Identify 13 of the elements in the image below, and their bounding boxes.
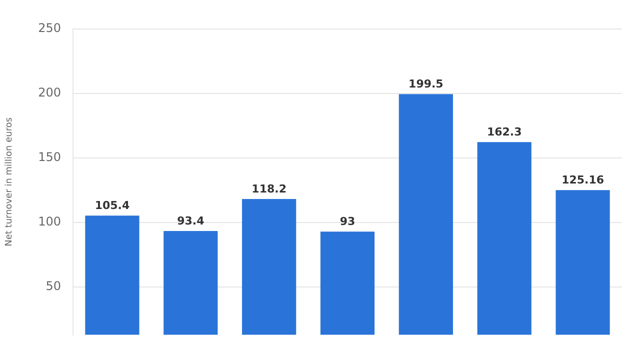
y-tick-label: 50 [46,279,61,294]
data-label: 93.4 [177,214,205,228]
data-label: 125.16 [562,173,604,186]
data-label: 93 [340,214,356,228]
y-tick-label: 200 [38,86,61,100]
data-label: 199.5 [408,78,444,91]
data-label: 105.4 [94,198,130,212]
y-tick-label: 150 [38,150,61,164]
y-tick-label: 100 [38,214,61,229]
data-label: 162.3 [486,126,522,139]
data-label: 118.2 [252,182,286,196]
y-axis-title: Net turnover in million euros [4,117,15,246]
y-tick-label: 250 [38,21,61,36]
